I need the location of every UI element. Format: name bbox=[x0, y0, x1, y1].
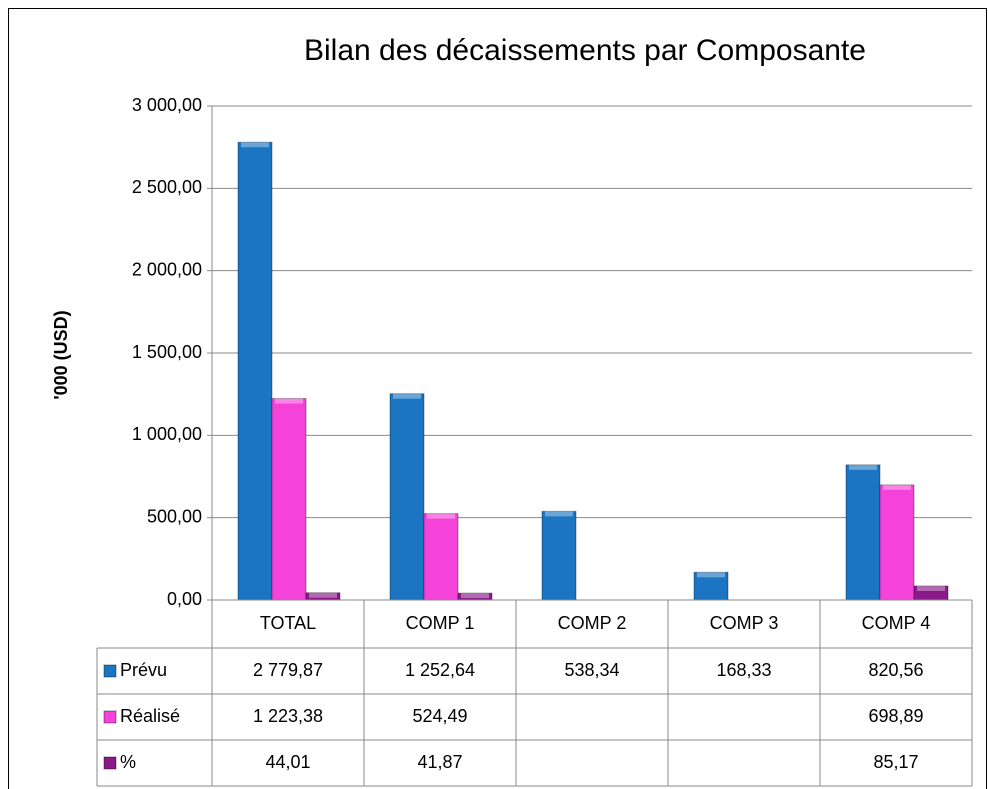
table-value: 85,17 bbox=[873, 752, 918, 772]
table-value: 524,49 bbox=[412, 706, 467, 726]
bar-highlight bbox=[393, 393, 421, 399]
table-value: 1 223,38 bbox=[253, 706, 323, 726]
chart-border bbox=[8, 8, 987, 789]
table-value: 41,87 bbox=[417, 752, 462, 772]
bar bbox=[541, 510, 577, 601]
y-tick-label: 2 000,00 bbox=[132, 259, 202, 279]
legend-label: % bbox=[120, 752, 136, 772]
bar-highlight bbox=[545, 511, 573, 517]
table-value: 1 252,64 bbox=[405, 660, 475, 680]
y-tick-label: 500,00 bbox=[147, 506, 202, 526]
bar-highlight bbox=[241, 142, 269, 148]
bar-highlight bbox=[917, 585, 945, 591]
y-tick-label: 0,00 bbox=[167, 589, 202, 609]
table-value: 538,34 bbox=[564, 660, 619, 680]
y-tick-label: 2 500,00 bbox=[132, 177, 202, 197]
y-tick-label: 3 000,00 bbox=[132, 95, 202, 115]
legend-label: Prévu bbox=[120, 660, 167, 680]
y-tick-label: 1 000,00 bbox=[132, 424, 202, 444]
x-tick-label: COMP 3 bbox=[710, 613, 779, 633]
bar bbox=[389, 393, 425, 601]
bar bbox=[879, 484, 915, 601]
bar bbox=[845, 464, 881, 601]
table-value: 698,89 bbox=[868, 706, 923, 726]
legend-key bbox=[103, 756, 117, 770]
bar bbox=[423, 513, 459, 601]
bar bbox=[693, 571, 729, 601]
table-value: 168,33 bbox=[716, 660, 771, 680]
bar-highlight bbox=[697, 572, 725, 578]
legend-label: Réalisé bbox=[120, 706, 180, 726]
x-tick-label: COMP 4 bbox=[862, 613, 931, 633]
bar-highlight bbox=[849, 464, 877, 470]
x-tick-label: COMP 2 bbox=[558, 613, 627, 633]
y-tick-label: 1 500,00 bbox=[132, 342, 202, 362]
chart-title: Bilan des décaissements par Composante bbox=[304, 34, 866, 67]
legend-key bbox=[103, 710, 117, 724]
x-tick-label: COMP 1 bbox=[406, 613, 475, 633]
bar-highlight bbox=[883, 484, 911, 490]
bar-highlight bbox=[461, 593, 489, 599]
table-value: 820,56 bbox=[868, 660, 923, 680]
table-value: 2 779,87 bbox=[253, 660, 323, 680]
bar bbox=[271, 398, 307, 601]
table-value: 44,01 bbox=[265, 752, 310, 772]
legend-key bbox=[103, 664, 117, 678]
y-axis-label: '000 (USD) bbox=[51, 310, 71, 399]
bar bbox=[237, 141, 273, 601]
bar-highlight bbox=[275, 398, 303, 404]
bar-highlight bbox=[427, 513, 455, 519]
x-tick-label: TOTAL bbox=[260, 613, 316, 633]
bar-highlight bbox=[309, 592, 337, 598]
